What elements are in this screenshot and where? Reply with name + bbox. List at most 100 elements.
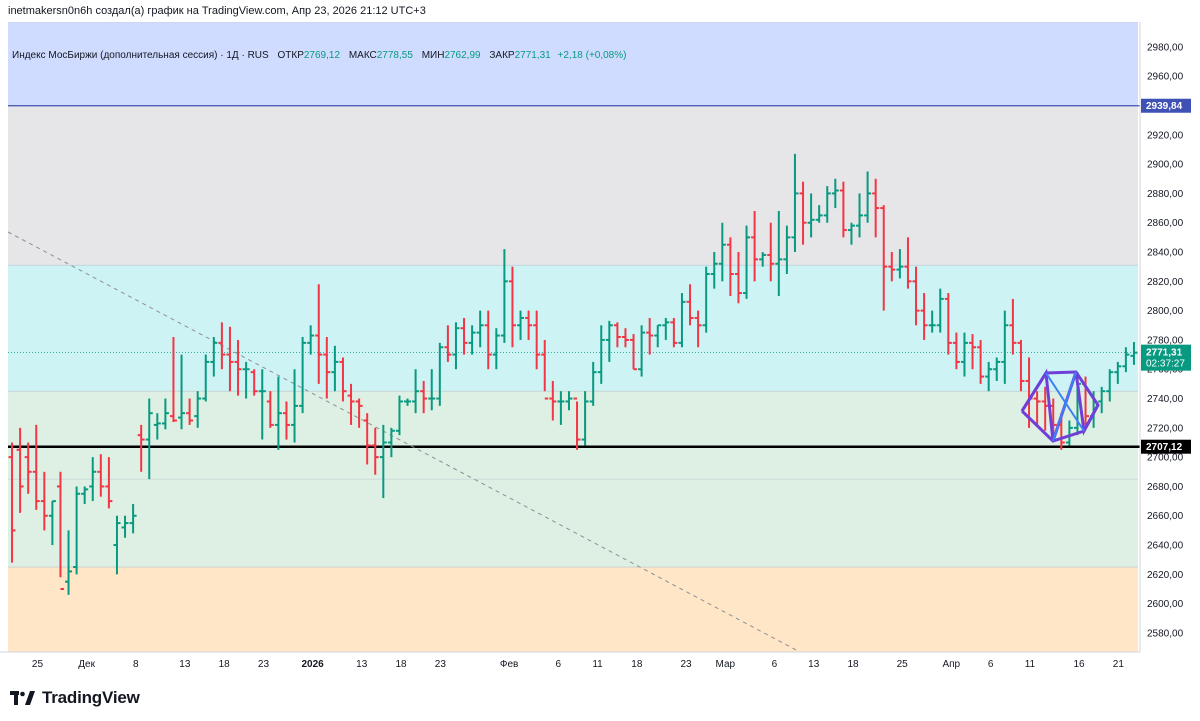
x-tick-label: 18 [847,659,859,670]
x-tick-label: 18 [631,659,643,670]
ohlc-bar [194,391,202,428]
ohlc-bar [864,171,872,223]
ohlc-bar [525,310,533,340]
ohlc-bar [404,398,412,406]
ohlc-bar [428,369,436,411]
ohlc-bar [1098,386,1106,414]
x-tick-label: 23 [435,659,447,670]
x-tick-label: 6 [772,659,778,670]
zone-0 [8,22,1138,106]
ohlc-bar [541,339,549,400]
ohlc-bar [888,252,896,282]
ohlc-bar [460,317,468,355]
ohlc-bar [847,222,855,245]
ohlc-bar [621,328,629,348]
ohlc-bar [387,427,395,458]
x-tick-label: 18 [219,659,231,670]
ohlc-bar [202,354,210,402]
x-tick-label: Мар [716,659,736,670]
y-tick-label: 2920,00 [1147,130,1184,141]
ohlc-bar [210,337,218,377]
zone-4 [8,479,1138,568]
ohlc-bar [65,530,73,595]
ohlc-bar [129,504,137,534]
pattern-layer [1020,368,1100,443]
ohlc-bar [1114,361,1122,384]
hline-price-tag [1141,439,1191,454]
ohlc-bar [113,515,121,575]
ohlc-bar [605,320,613,362]
last-price-label: 2771,31 [1146,348,1183,359]
ohlc-bar [823,186,831,223]
ohlc-bar [476,310,484,348]
legend-open-value: 2769,12 [303,50,341,61]
ohlc-bar [226,326,234,392]
ohlc-bar [81,486,89,505]
ohlc-bar [492,328,500,370]
tradingview-logo[interactable]: TradingView [10,688,140,708]
x-axis: 25 Дек 8 13 18 23 2026 13 18 23 Фев 6 11 18 23 Мар 6 13 18… [0,651,1200,674]
ohlc-bar [630,334,638,371]
ohlc-bars-layer [8,153,1138,595]
chart-canvas[interactable]: 2980,002960,002940,002920,002900,002880,… [0,22,1200,674]
ohlc-bar [783,225,791,274]
x-tick-label: 18 [395,659,407,670]
x-tick-label: Дек [78,659,95,670]
y-tick-label: 2640,00 [1147,541,1184,552]
x-axis-bg [0,652,1200,674]
ohlc-bar [662,317,670,340]
x-tick-label: 13 [808,659,820,670]
ohlc-bar [363,413,371,465]
y-tick-label: 2880,00 [1147,189,1184,200]
y-tick-label: 2700,00 [1147,453,1184,464]
ohlc-bar [1001,310,1009,384]
zone-2 [8,265,1138,392]
ohlc-bar [767,222,775,282]
ohlc-bar [718,222,726,282]
ohlc-bar [339,357,347,402]
tradingview-logo-text: TradingView [42,688,140,707]
y-tick-label: 2840,00 [1147,248,1184,259]
ohlc-bar [831,178,839,209]
ohlc-bar [759,252,767,267]
ohlc-bar [299,337,307,414]
zone-1 [8,105,1138,266]
ohlc-bar [589,361,597,406]
ohlc-bar [412,369,420,414]
y-tick-label: 2600,00 [1147,599,1184,610]
ohlc-bar [169,337,177,422]
ohlc-bar [32,424,40,510]
ohlc-bar [952,332,960,370]
ohlc-bar [1017,339,1025,392]
ohlc-bar [258,369,266,440]
ohlc-bar [678,293,686,348]
x-tick-label: Апр [942,659,960,670]
ohlc-bar [573,397,581,450]
y-tick-label: 2720,00 [1147,423,1184,434]
y-axis: 2980,002960,002940,002920,002900,002880,… [1139,22,1200,674]
ohlc-bar [912,266,920,326]
ohlc-bar [597,325,605,384]
last-price-tag [1141,344,1191,371]
ohlc-bar [16,427,24,513]
ohlc-bar [452,322,460,370]
x-tick-label: 2026 [301,659,324,670]
chart-area[interactable]: 2980,002960,002940,002920,002900,002880,… [0,22,1200,674]
ohlc-bar [726,237,734,296]
ohlc-bar [799,181,807,245]
ohlc-bar [549,380,557,421]
hline-price-label: 2939,84 [1146,101,1183,112]
legend-low-value: 2762,99 [444,50,481,61]
x-tick-label: 6 [555,659,561,670]
x-tick-label: 16 [1073,659,1085,670]
ohlc-bar [444,325,452,362]
y-tick-label: 2820,00 [1147,277,1184,288]
ohlc-bar [153,413,161,440]
ohlc-bar [928,310,936,333]
ohlc-bar [944,293,952,355]
x-tick-label: 25 [32,659,44,670]
countdown-label: 02:37:27 [1146,359,1185,370]
ohlc-bar [734,252,742,304]
ohlc-bar [500,249,508,343]
ohlc-bar [484,310,492,370]
